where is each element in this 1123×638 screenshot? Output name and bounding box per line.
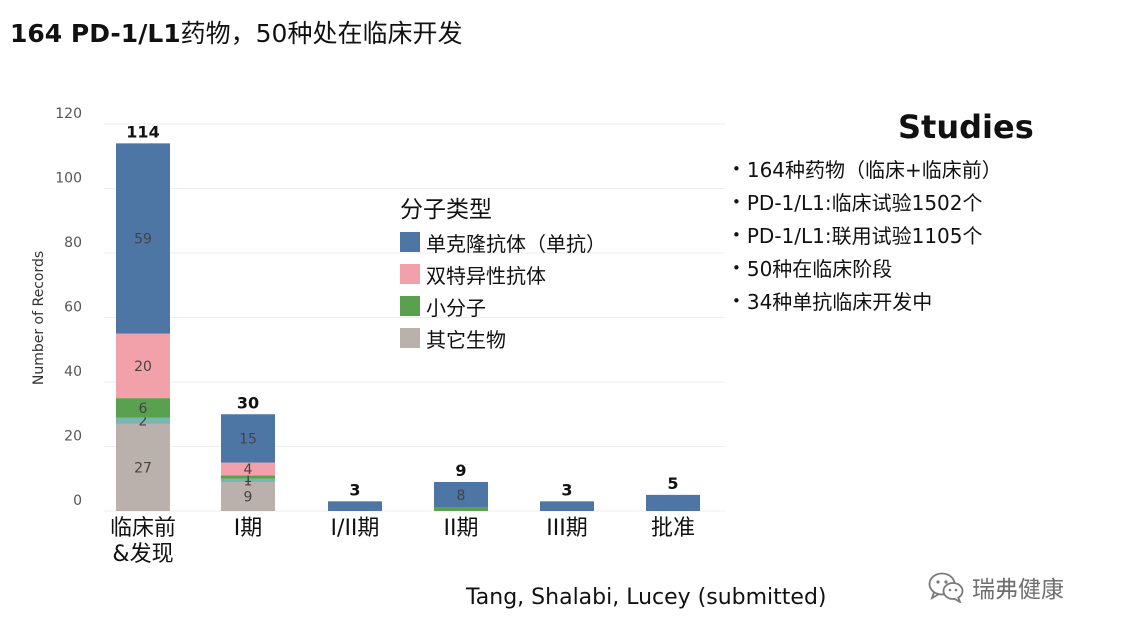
bar-total-label: 9 bbox=[455, 461, 466, 480]
legend-swatch-other-bio bbox=[400, 328, 420, 348]
page-title-rest: 药物，50种处在临床开发 bbox=[180, 19, 463, 48]
bar-segment bbox=[116, 333, 170, 399]
legend-swatch-bispecific bbox=[400, 264, 420, 284]
legend-title: 分子类型 bbox=[400, 197, 492, 223]
studies-bullet-5: 34种单抗临床开发中 bbox=[732, 285, 1002, 318]
segment-value-label: 20 bbox=[134, 359, 152, 375]
bar-segment bbox=[646, 494, 700, 511]
studies-heading: Studies bbox=[898, 108, 1034, 146]
segment-value-label: 15 bbox=[239, 431, 257, 447]
segment-value-label: 27 bbox=[134, 460, 152, 476]
legend-item-bispecific: 双特异性抗体 bbox=[400, 258, 606, 290]
studies-list: 164种药物（临床+临床前） PD-1/L1:临床试验1502个 PD-1/L1… bbox=[732, 153, 1002, 318]
watermark: 瑞弗健康 bbox=[928, 570, 1064, 604]
legend-label-mab: 单克隆抗体（单抗） bbox=[426, 231, 606, 256]
bar-segment bbox=[434, 481, 488, 508]
segment-value-label: 1 bbox=[244, 473, 253, 489]
y-tick-label: 120 bbox=[55, 106, 82, 122]
page-title-strong: 164 PD-1/L1 bbox=[10, 19, 181, 48]
watermark-text: 瑞弗健康 bbox=[972, 577, 1064, 603]
x-category-label: I/II期 bbox=[331, 516, 380, 541]
y-tick-label: 60 bbox=[64, 300, 82, 316]
y-tick-label: 0 bbox=[73, 493, 82, 509]
segment-value-label: 4 bbox=[244, 462, 253, 478]
page-title: 164 PD-1/L1药物，50种处在临床开发 bbox=[10, 14, 462, 50]
segment-value-label: 6 bbox=[139, 401, 148, 417]
segment-value-label: 8 bbox=[457, 488, 466, 504]
x-category-label: II期 bbox=[444, 516, 479, 541]
x-category-label: &发现 bbox=[112, 542, 173, 567]
wechat-icon bbox=[928, 572, 964, 603]
segment-value-label: 59 bbox=[134, 231, 152, 247]
bar-segment bbox=[116, 143, 170, 334]
bar-total-label: 114 bbox=[126, 122, 159, 141]
y-tick-label: 100 bbox=[55, 171, 82, 187]
segment-value-label: 1 bbox=[244, 470, 253, 486]
bar-segment bbox=[116, 423, 170, 511]
bar-total-label: 3 bbox=[561, 480, 572, 499]
bar-total-label: 3 bbox=[349, 480, 360, 499]
legend-label-other-bio: 其它生物 bbox=[426, 327, 506, 352]
bar-total-label: 5 bbox=[667, 474, 678, 493]
y-axis-label: Number of Records bbox=[31, 251, 47, 385]
legend-item-mab: 单克隆抗体（单抗） bbox=[400, 226, 606, 258]
segment-value-label: 9 bbox=[244, 489, 253, 505]
bar-segment bbox=[328, 501, 382, 511]
x-category-label: I期 bbox=[234, 516, 263, 541]
x-category-label: 临床前 bbox=[110, 516, 176, 541]
y-tick-label: 20 bbox=[64, 429, 82, 445]
studies-bullet-3: PD-1/L1:联用试验1105个 bbox=[732, 219, 1002, 252]
bar-segment bbox=[434, 507, 488, 511]
studies-bullet-4: 50种在临床阶段 bbox=[732, 252, 1002, 285]
bar-segment bbox=[116, 417, 170, 424]
bar-segment bbox=[221, 481, 275, 511]
legend-label-bispecific: 双特异性抗体 bbox=[426, 263, 546, 288]
citation: Tang, Shalabi, Lucey (submitted) bbox=[466, 585, 827, 610]
bar-segment bbox=[116, 398, 170, 418]
studies-bullet-1: 164种药物（临床+临床前） bbox=[732, 153, 1002, 186]
legend-item-small-molecule: 小分子 bbox=[400, 290, 606, 322]
segment-value-label: 2 bbox=[139, 414, 148, 430]
bar-segment bbox=[221, 475, 275, 479]
chart-legend: 分子类型 单克隆抗体（单抗） 双特异性抗体 小分子 其它生物 bbox=[400, 190, 606, 354]
legend-swatch-mab bbox=[400, 232, 420, 252]
legend-swatch-small-molecule bbox=[400, 296, 420, 316]
y-tick-label: 40 bbox=[64, 364, 82, 380]
legend-label-small-molecule: 小分子 bbox=[426, 295, 486, 320]
studies-bullet-2: PD-1/L1:临床试验1502个 bbox=[732, 186, 1002, 219]
y-tick-label: 80 bbox=[64, 235, 82, 251]
bar-segment bbox=[540, 501, 594, 511]
bar-segment bbox=[221, 478, 275, 482]
bar-segment bbox=[221, 462, 275, 476]
bar-total-label: 30 bbox=[237, 393, 259, 412]
x-category-label: 批准 bbox=[651, 516, 695, 541]
legend-item-other-bio: 其它生物 bbox=[400, 322, 606, 354]
x-category-label: III期 bbox=[546, 516, 587, 541]
bar-segment bbox=[221, 414, 275, 463]
